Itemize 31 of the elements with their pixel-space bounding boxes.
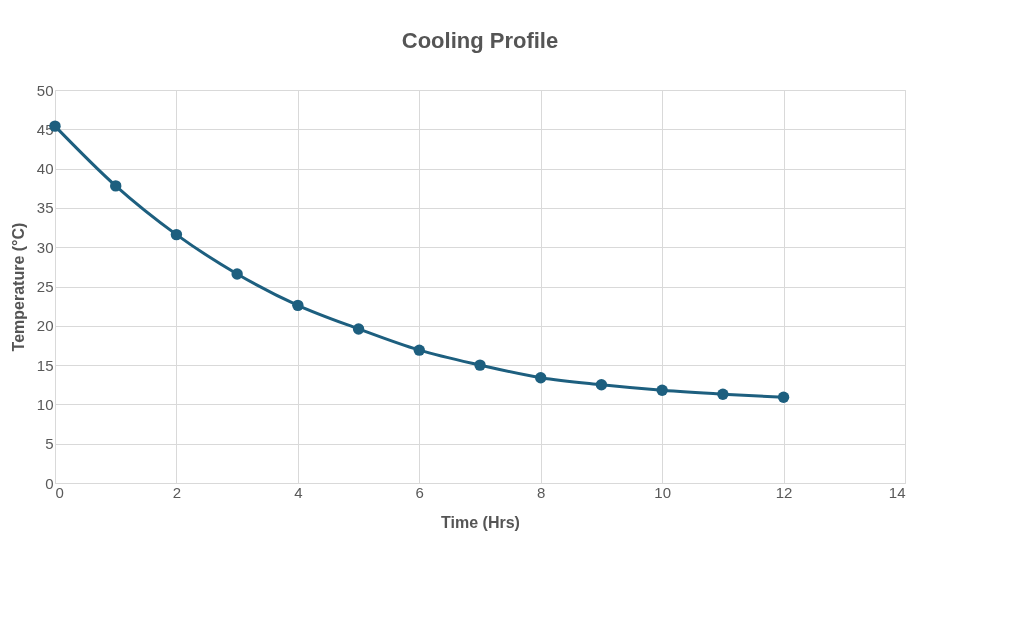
point xyxy=(474,359,486,371)
y-tick-label: 5 xyxy=(45,435,54,453)
x-tick-label: 14 xyxy=(888,483,906,501)
y-tick-label: 15 xyxy=(36,356,54,374)
x-tick-label: 10 xyxy=(654,483,671,501)
x-axis-title: Time (Hrs) xyxy=(441,513,520,531)
point xyxy=(170,228,183,241)
y-tick-label: 35 xyxy=(36,199,54,217)
y-tick-label: 40 xyxy=(36,160,54,178)
point xyxy=(292,299,304,312)
y-tick-label: 30 xyxy=(36,238,54,256)
y-tick-label: 25 xyxy=(36,278,54,295)
point xyxy=(595,379,608,391)
point xyxy=(777,391,790,404)
x-tick-label: 2 xyxy=(172,483,182,501)
point xyxy=(717,388,729,400)
point xyxy=(413,344,425,356)
point xyxy=(231,268,243,280)
chart-title: Cooling Profile xyxy=(401,28,559,53)
point xyxy=(535,371,547,384)
y-tick-label: 10 xyxy=(36,395,54,413)
x-tick-label: 4 xyxy=(294,483,303,501)
x-tick-label: 8 xyxy=(537,483,546,501)
x-tick-label: 6 xyxy=(415,483,424,501)
point xyxy=(656,384,668,396)
point xyxy=(352,323,365,335)
point xyxy=(110,180,122,192)
x-tick-label: 12 xyxy=(775,483,793,501)
y-tick-label: 20 xyxy=(36,317,54,335)
y-axis-title: Temperature (°C) xyxy=(9,222,27,352)
y-tick-label: 50 xyxy=(36,81,54,99)
